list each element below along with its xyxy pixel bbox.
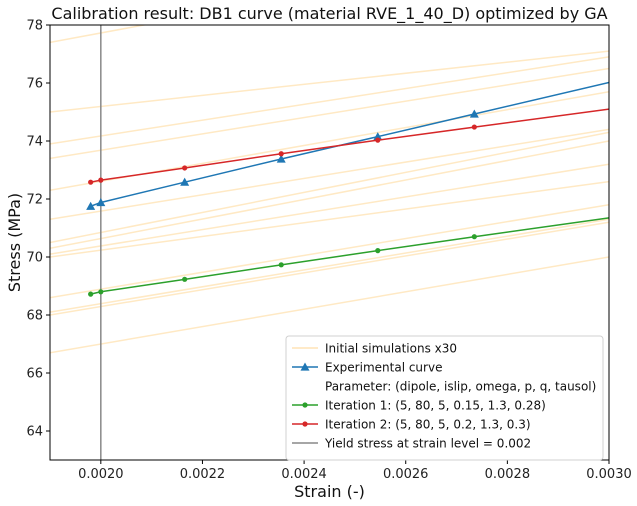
experimental-point [96, 197, 106, 207]
legend-entry: Parameter: (dipole, islip, omega, p, q, … [325, 380, 596, 394]
x-tick-label: 0.0028 [485, 467, 531, 482]
y-tick-label: 70 [26, 251, 43, 266]
iteration2-point [88, 179, 94, 185]
experimental-point [86, 201, 96, 210]
initial-simulation-line [50, 221, 609, 316]
experimental-point [373, 132, 383, 141]
y-tick-label: 66 [26, 367, 43, 382]
legend-label: Parameter: (dipole, islip, omega, p, q, … [325, 380, 596, 394]
y-tick-label: 76 [26, 77, 43, 92]
initial-simulation-line [50, 204, 609, 299]
y-tick-label: 68 [26, 309, 43, 324]
legend: Initial simulations x30 Experimental curv… [285, 335, 604, 461]
iteration1-point [88, 291, 94, 297]
legend-marker [302, 421, 308, 427]
x-tick-label: 0.0020 [78, 467, 124, 482]
x-axis: 0.0020 0.0022 0.0024 0.0026 0.0028 0.0030 [78, 460, 632, 482]
initial-simulation-line [50, 131, 609, 244]
initial-simulation-line [50, 50, 609, 113]
plot-area [49, 24, 610, 461]
iteration1-point [278, 262, 284, 268]
y-tick-label: 64 [26, 425, 43, 440]
x-tick-label: 0.0024 [281, 467, 327, 482]
x-axis-title: Strain (-) [294, 482, 365, 501]
legend-marker [300, 362, 310, 371]
initial-simulation-line [50, 56, 609, 145]
legend-marker [302, 402, 308, 408]
y-tick-label: 72 [26, 193, 43, 208]
iteration1-point [471, 234, 477, 240]
legend-entry: Experimental curve [292, 361, 442, 375]
experimental-point [180, 177, 190, 186]
iteration1-point [98, 289, 104, 295]
legend-label: Iteration 2: (5, 80, 5, 0.2, 1.3, 0.3) [325, 418, 531, 432]
x-tick-label: 0.0026 [383, 467, 429, 482]
iteration2-point [471, 124, 477, 130]
y-axis: 64 66 68 70 72 74 76 78 [26, 19, 50, 440]
experimental-point [276, 154, 286, 163]
initial-simulation-line [50, 163, 609, 255]
legend-label: Iteration 1: (5, 80, 5, 0.15, 1.3, 0.28) [325, 399, 546, 413]
initial-simulation-line [50, 67, 609, 160]
y-axis-title: Stress (MPa) [5, 193, 24, 292]
legend-entry: Initial simulations x30 [292, 342, 457, 356]
legend-label: Yield stress at strain level = 0.002 [324, 437, 531, 451]
x-tick-label: 0.0022 [180, 467, 226, 482]
legend-label: Experimental curve [325, 361, 442, 375]
experimental-point [469, 109, 479, 118]
initial-simulation-line [50, 128, 609, 221]
initial-simulation-line [50, 218, 609, 313]
x-tick-label: 0.0030 [586, 467, 632, 482]
legend-label: Initial simulations x30 [325, 342, 457, 356]
initial-simulation-line [50, 180, 609, 258]
legend-entry: Iteration 1: (5, 80, 5, 0.15, 1.3, 0.28) [292, 399, 546, 413]
y-tick-label: 78 [26, 19, 43, 34]
y-tick-label: 74 [26, 135, 43, 150]
iteration2-point [182, 165, 188, 171]
legend-entry: Yield stress at strain level = 0.002 [292, 437, 531, 451]
iteration2-point [375, 137, 381, 143]
chart-title: Calibration result: DB1 curve (material … [51, 4, 607, 24]
plot-series-group [50, 25, 609, 460]
initial-simulation-line [50, 140, 609, 250]
legend-box [285, 335, 604, 461]
iteration1-point [182, 276, 188, 282]
legend-entry: Iteration 2: (5, 80, 5, 0.2, 1.3, 0.3) [292, 418, 531, 432]
iteration1-line [90, 217, 609, 295]
initial-simulation-line [50, 25, 148, 44]
iteration2-point [98, 177, 104, 183]
initial-simulation-line [50, 256, 609, 354]
iteration1-point [375, 248, 381, 254]
iteration2-point [278, 151, 284, 157]
